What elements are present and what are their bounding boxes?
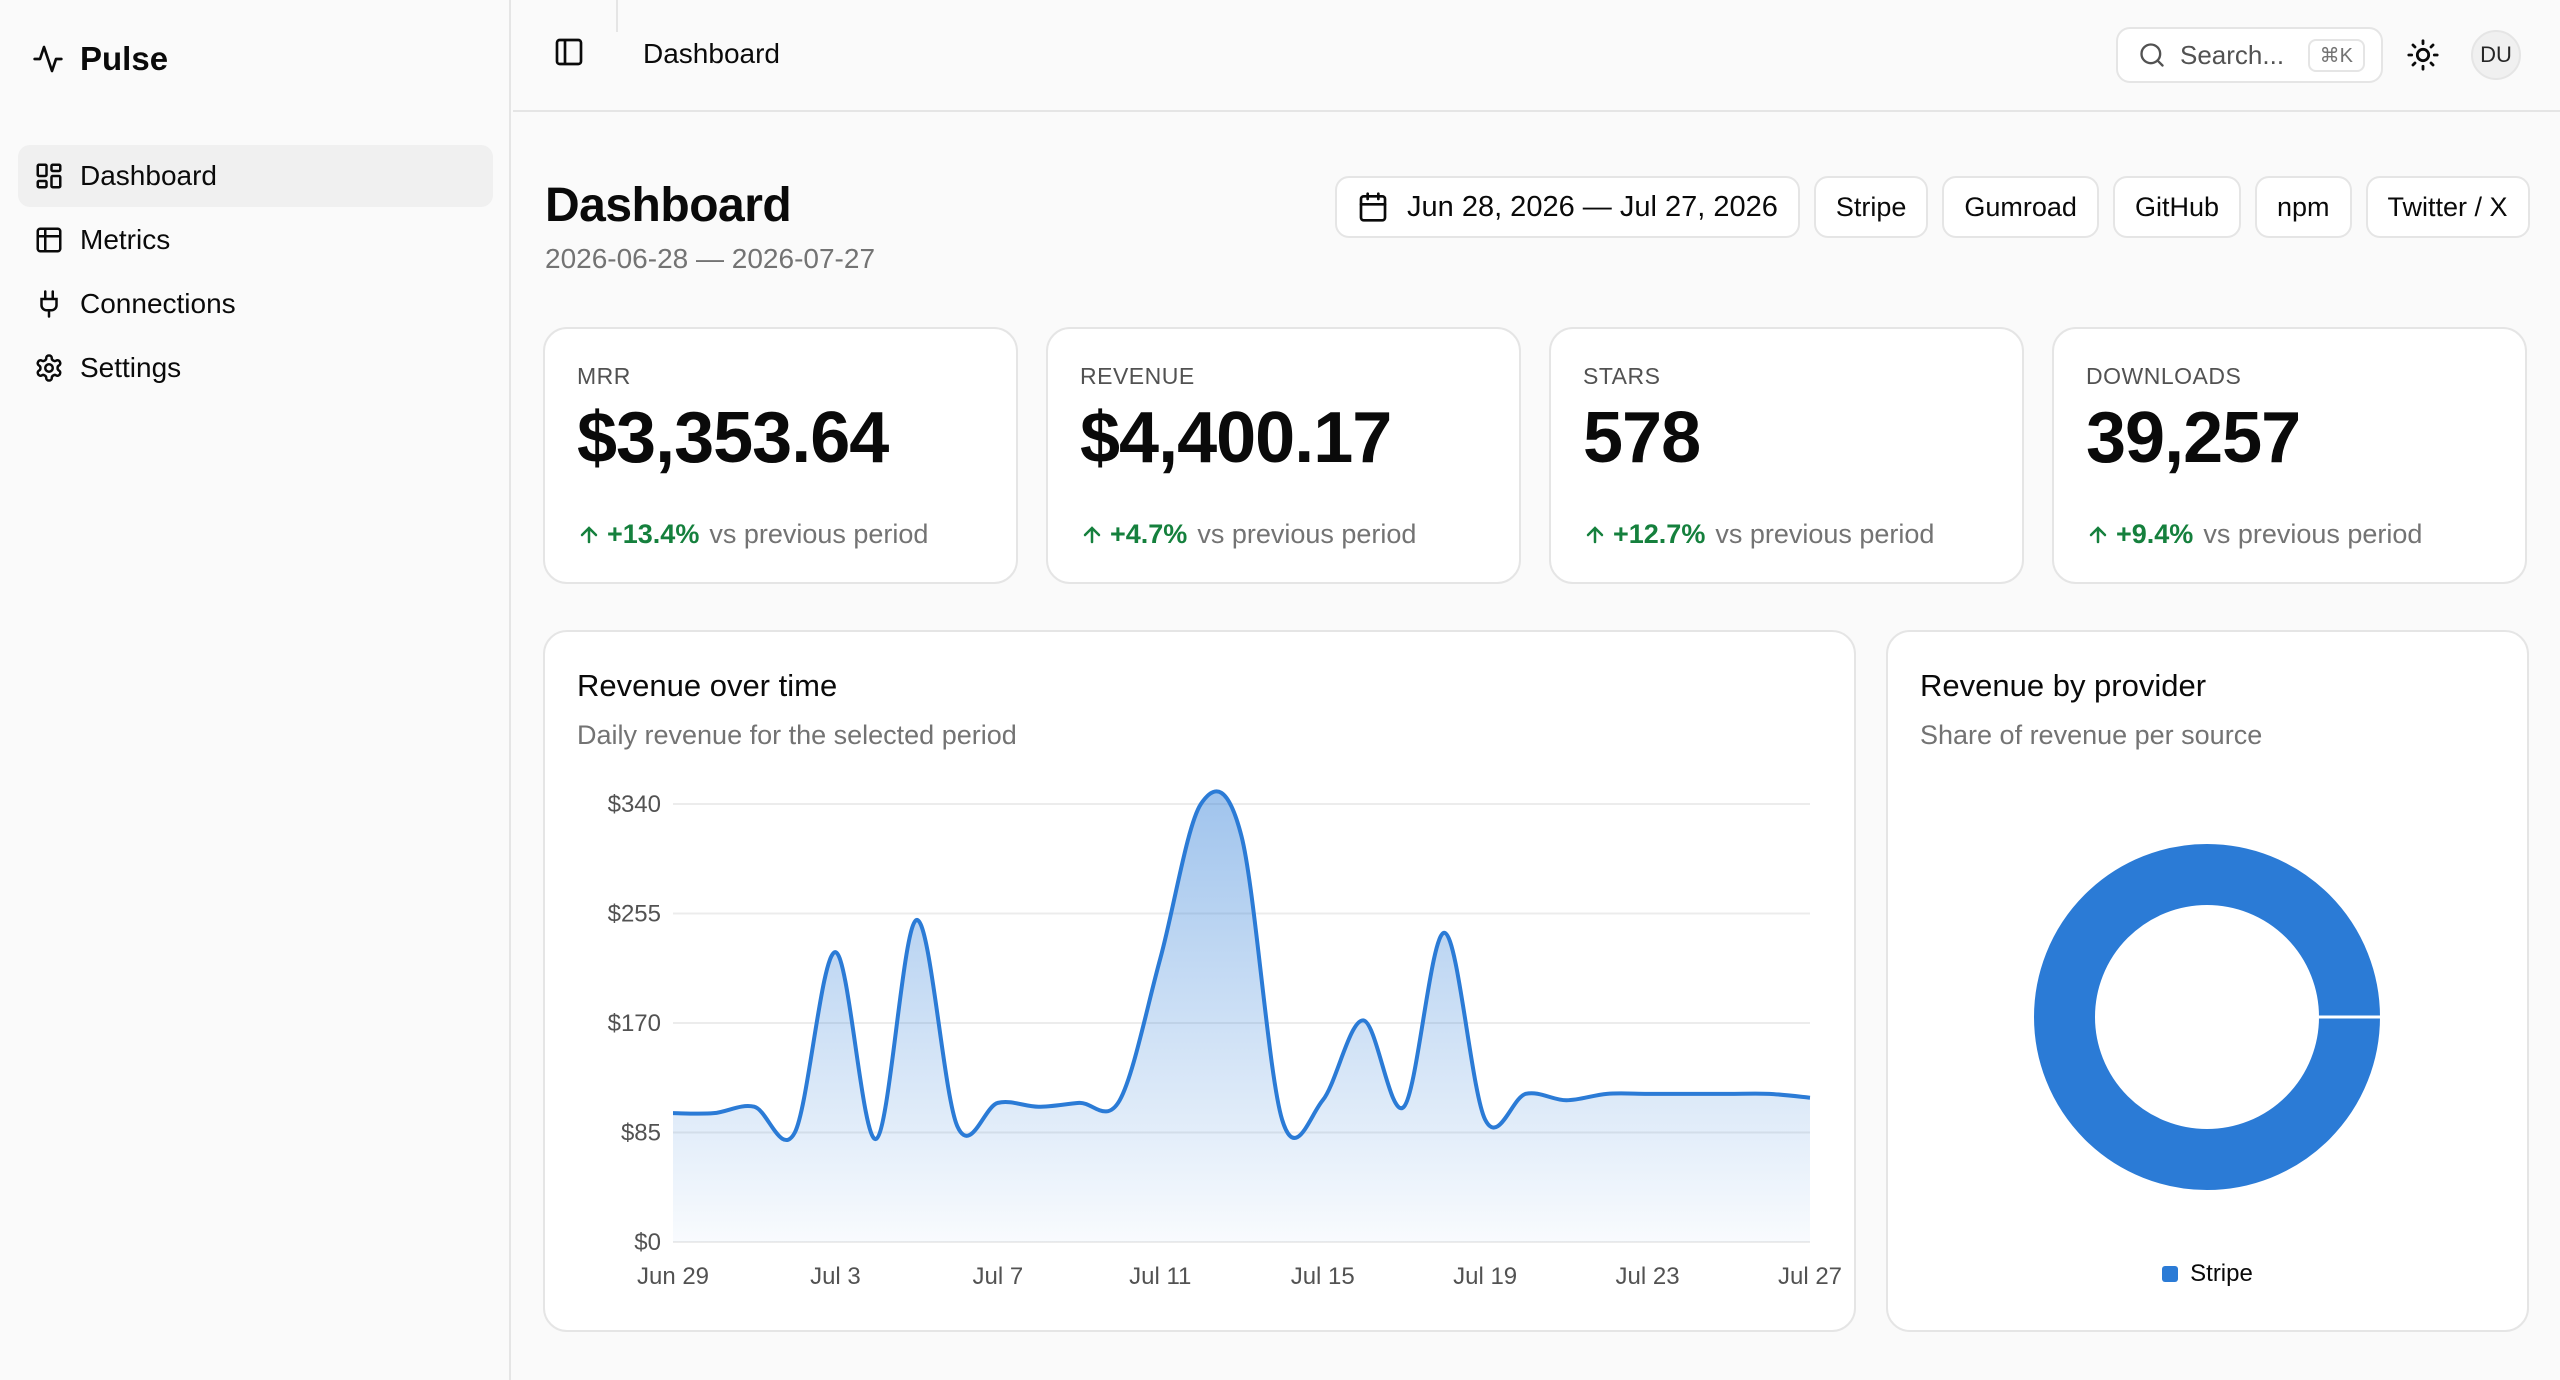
provider-filter-twitter[interactable]: Twitter / X (2365, 176, 2530, 238)
kpi-change: +12.7% vs previous period (1583, 519, 1934, 550)
kpi-change-value: +12.7% (1613, 519, 1706, 549)
revenue-chart-card: Revenue over time Daily revenue for the … (543, 630, 1856, 1332)
sidebar-nav: Dashboard Metrics Connections Settings (18, 145, 493, 401)
filter-bar: Jun 28, 2026 — Jul 27, 2026 Stripe Gumro… (1335, 176, 2530, 238)
search-shortcut: ⌘K (2307, 38, 2365, 72)
kpi-value: $3,353.64 (577, 398, 889, 478)
kpi-change: +4.7% vs previous period (1080, 519, 1416, 550)
page-subtitle: 2026-06-28 — 2026-07-27 (545, 243, 876, 274)
page-title: Dashboard (545, 179, 792, 232)
x-tick-label: Jul 7 (973, 1263, 1024, 1290)
kpi-label: STARS (1583, 363, 1661, 389)
kpi-label: REVENUE (1080, 363, 1195, 389)
sidebar-item-label: Metrics (80, 224, 171, 255)
provider-filter-gumroad[interactable]: Gumroad (1942, 176, 2099, 238)
x-tick-label: Jul 27 (1778, 1263, 1842, 1290)
topbar: Dashboard Search... ⌘K DU (513, 0, 2560, 112)
topbar-divider (616, 0, 618, 32)
sidebar-item-connections[interactable]: Connections (18, 273, 493, 335)
y-tick-label: $170 (608, 1010, 661, 1037)
kpi-change: +9.4% vs previous period (2086, 519, 2422, 550)
kpi-card-downloads: DOWNLOADS 39,257 +9.4% vs previous perio… (2052, 327, 2527, 584)
sun-icon[interactable] (2406, 38, 2440, 72)
card-title: Revenue by provider (1920, 668, 2207, 703)
kpi-change-suffix: vs previous period (709, 519, 929, 549)
kpi-change-positive: +13.4% (577, 519, 699, 550)
gear-icon (36, 354, 62, 382)
legend-swatch (2162, 1266, 2179, 1282)
avatar[interactable]: DU (2471, 30, 2521, 80)
calendar-icon (1359, 192, 1387, 222)
revenue-area-chart[interactable]: $0 $85 $170 $255 $340 Jun 29 Jul 3 Jul 7 Jul 11 J… (545, 632, 1854, 1330)
kpi-value: 39,257 (2086, 398, 2301, 478)
kpi-change-positive: +4.7% (1080, 519, 1187, 550)
sidebar-toggle-icon[interactable] (553, 36, 585, 68)
series-line (672, 789, 1811, 1143)
kpi-label: MRR (577, 363, 631, 389)
kpi-row: MRR $3,353.64 +13.4% vs previous period … (543, 327, 2527, 584)
area-fill (673, 791, 1810, 1242)
card-subtitle: Daily revenue for the selected period (577, 720, 1017, 750)
sidebar-item-label: Settings (80, 352, 182, 383)
kpi-label: DOWNLOADS (2086, 363, 2242, 389)
kpi-change-value: +4.7% (1110, 519, 1188, 549)
x-tick-label: Jul 15 (1291, 1263, 1355, 1290)
chart-legend: Stripe (1888, 1260, 2527, 1288)
x-tick-label: Jul 11 (1129, 1263, 1191, 1290)
search-placeholder: Search... (2180, 39, 2285, 70)
card-title: Revenue over time (577, 668, 838, 703)
sidebar-item-label: Connections (80, 288, 236, 319)
x-tick-label: Jul 3 (810, 1263, 861, 1290)
y-tick-label: $340 (608, 791, 661, 818)
x-tick-label: Jul 23 (1616, 1263, 1680, 1290)
kpi-change-suffix: vs previous period (1715, 519, 1935, 549)
dashboard-icon (36, 163, 62, 189)
kpi-change-suffix: vs previous period (1197, 519, 1417, 549)
brand[interactable]: Pulse (32, 40, 168, 78)
arrow-up-icon (1586, 525, 1604, 543)
provider-filter-stripe[interactable]: Stripe (1813, 176, 1929, 238)
search-icon (2140, 43, 2164, 67)
search-input[interactable]: Search... ⌘K (2116, 27, 2383, 83)
y-tick-label: $0 (634, 1229, 661, 1256)
date-range-label: Jun 28, 2026 — Jul 27, 2026 (1407, 190, 1778, 223)
x-tick-label: Jun 29 (637, 1263, 709, 1290)
kpi-change-positive: +9.4% (2086, 519, 2193, 550)
kpi-card-revenue: REVENUE $4,400.17 +4.7% vs previous peri… (1046, 327, 1521, 584)
sidebar-item-label: Dashboard (80, 160, 217, 191)
legend-label: Stripe (2190, 1260, 2253, 1287)
kpi-change-value: +13.4% (607, 519, 700, 549)
sidebar-item-metrics[interactable]: Metrics (18, 209, 493, 271)
kpi-change-positive: +12.7% (1583, 519, 1705, 550)
kpi-change-suffix: vs previous period (2203, 519, 2423, 549)
arrow-up-icon (1083, 525, 1101, 543)
plug-icon (40, 290, 58, 318)
kpi-card-stars: STARS 578 +12.7% vs previous period (1549, 327, 2024, 584)
kpi-change-value: +9.4% (2116, 519, 2194, 549)
sidebar-item-settings[interactable]: Settings (18, 337, 493, 399)
sidebar-item-dashboard[interactable]: Dashboard (18, 145, 493, 207)
x-tick-label: Jul 19 (1453, 1263, 1517, 1290)
y-tick-label: $255 (608, 901, 661, 928)
arrow-up-icon (2089, 525, 2107, 543)
sidebar: Pulse Dashboard Metrics Connections Sett… (0, 0, 511, 1380)
breadcrumb: Dashboard (643, 38, 780, 69)
kpi-card-mrr: MRR $3,353.64 +13.4% vs previous period (543, 327, 1018, 584)
table-icon (36, 227, 62, 253)
kpi-change: +13.4% vs previous period (577, 519, 928, 550)
arrow-up-icon (580, 525, 598, 543)
y-tick-label: $85 (621, 1120, 661, 1147)
provider-filter-github[interactable]: GitHub (2112, 176, 2241, 238)
card-subtitle: Share of revenue per source (1920, 720, 2263, 750)
kpi-value: $4,400.17 (1080, 398, 1392, 478)
provider-donut-chart[interactable] (1888, 632, 2527, 1330)
brand-name: Pulse (80, 40, 169, 77)
pulse-icon (33, 45, 63, 73)
kpi-value: 578 (1583, 398, 1701, 478)
date-range-picker[interactable]: Jun 28, 2026 — Jul 27, 2026 (1335, 176, 1800, 238)
pie-slice-stripe[interactable] (2034, 844, 2380, 1190)
provider-filter-npm[interactable]: npm (2254, 176, 2352, 238)
provider-chart-card: Revenue by provider Share of revenue per… (1886, 630, 2529, 1332)
